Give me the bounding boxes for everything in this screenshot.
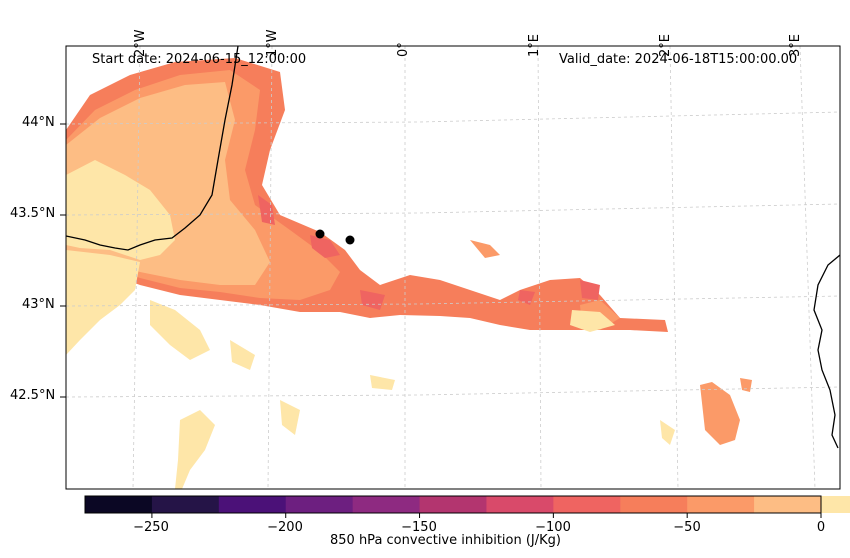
colorbar-cell — [85, 496, 153, 513]
colorbar-cell — [553, 496, 621, 513]
colorbar-cell — [285, 496, 354, 513]
cin-field-east — [470, 240, 752, 445]
cin-field-pale-yellow — [66, 160, 175, 260]
colorbar-cell — [821, 496, 850, 513]
map-frame — [65, 45, 841, 490]
colorbar-tick-label: 0 — [816, 520, 826, 535]
colorbar-cell — [486, 496, 554, 513]
colorbar-tick-label: −250 — [133, 520, 169, 535]
colorbar-cell — [352, 496, 421, 513]
start-date-label: Start date: 2024-06-15_12:00:00 — [92, 52, 307, 67]
colorbar-tick-label: −150 — [401, 520, 437, 535]
colorbar-tick-label: −100 — [535, 520, 571, 535]
cin-field-east-yellow — [570, 310, 675, 445]
lat-tick-marks — [60, 123, 66, 398]
colorbar-cell — [687, 496, 755, 513]
colorbar-frame — [84, 495, 822, 514]
colorbar-cell — [620, 496, 688, 513]
colorbar-cell — [218, 496, 287, 513]
cin-field-pale-yellow-south — [66, 250, 395, 489]
colorbar-tick-label: −50 — [673, 520, 701, 535]
lat-tick-label: 44°N — [22, 115, 55, 130]
colorbar-cell — [419, 496, 487, 513]
coastline-east — [813, 254, 840, 449]
lat-tick-label: 42.5°N — [10, 388, 56, 403]
gridlines — [66, 46, 840, 489]
city-marker — [315, 229, 325, 239]
coastline-west — [66, 46, 239, 251]
colorbar-cell — [151, 496, 220, 513]
cin-field-red — [258, 195, 600, 310]
lat-tick-label: 43°N — [22, 297, 55, 312]
valid-date-label: Valid_date: 2024-06-18T15:00:00.00 — [559, 52, 798, 67]
colorbar-cell — [754, 496, 822, 513]
city-marker — [345, 235, 355, 245]
colorbar-label: 850 hPa convective inhibition (J/Kg) — [330, 533, 561, 548]
lat-tick-label: 43.5°N — [10, 206, 56, 221]
colorbar-tick-label: −200 — [267, 520, 303, 535]
